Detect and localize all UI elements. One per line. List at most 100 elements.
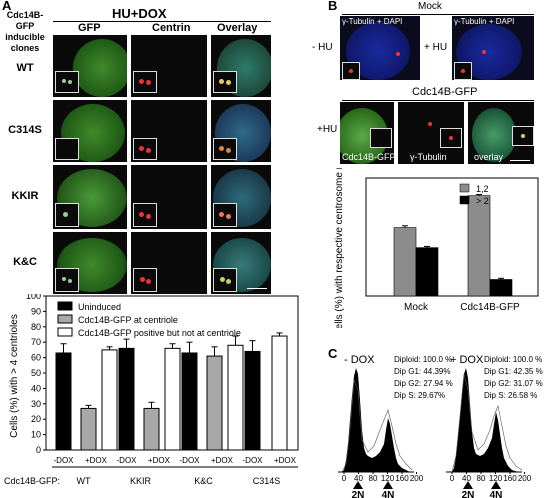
ytick-label: 50 — [31, 368, 41, 378]
bar — [244, 350, 261, 451]
panel-a-label: A — [2, 0, 12, 13]
mark-4n-minus: 4N — [382, 490, 395, 498]
condition-label: +DOX — [211, 456, 234, 465]
bar — [164, 347, 181, 451]
legend-label: Cdc14B-GFP at centriole — [78, 315, 178, 325]
panel-c-label: C — [328, 346, 338, 361]
micrograph-hu-gfp: Cdc14B-GFP — [340, 102, 394, 164]
micrograph-wt-gfp — [53, 35, 127, 97]
bar — [467, 195, 491, 297]
stats-plus: Diploid: 100.0 % Dip G1: 42.35 % Dip G2:… — [484, 354, 543, 402]
row-header: Cdc14B-GFP inducible clones — [5, 10, 45, 53]
bar — [118, 347, 135, 451]
condition-label: -DOX — [117, 456, 138, 465]
bar — [393, 227, 417, 297]
row-label-wt: WT — [16, 62, 34, 74]
minus-dox-label: - DOX — [344, 354, 375, 366]
bar — [143, 407, 160, 451]
centrosome-chart-ylabel: Cells (%) with respective centrosome num… — [334, 168, 345, 328]
caption-overlay: overlay — [474, 152, 504, 162]
micrograph-hu-overlay: overlay — [468, 102, 534, 164]
col-header-overlay: Overlay — [217, 22, 258, 34]
centriole-bar-chart: 0 10 20 30 40 50 60 70 80 90 100 Uninduced Cdc14B-G… — [4, 294, 299, 486]
mock-stain-caption-2: γ-Tubulin + DAPI — [454, 17, 515, 26]
stat-plus-g1: Dip G1: 42.35 % — [484, 367, 543, 376]
condition-label: +DOX — [148, 456, 171, 465]
histogram-tick-label: 40 — [462, 474, 471, 483]
histogram-tick-label: 80 — [477, 474, 486, 483]
legend-swatch — [57, 327, 73, 337]
histogram-tick-label: 200 — [410, 474, 424, 483]
minus-hu-label: - HU — [312, 42, 333, 53]
centriole-chart-ylabel: Cells (%) with > 4 centrioles — [9, 314, 20, 438]
micrograph-c314s-overlay — [211, 100, 271, 162]
stat-minus-diploid: Diploid: 100.0 % — [394, 355, 453, 364]
bar — [181, 352, 198, 451]
ytick-label: 90 — [31, 306, 41, 316]
panel-a-title: HU+DOX — [112, 6, 167, 21]
group-label: K&C — [194, 476, 213, 486]
legend-label: 1,2 — [476, 184, 489, 194]
legend-swatch — [459, 183, 470, 193]
category-label: Mock — [404, 302, 429, 313]
bar — [55, 352, 72, 451]
col-header-gfp: GFP — [78, 22, 101, 34]
ytick-label: 60 — [31, 353, 41, 363]
histogram-tick-label: 200 — [518, 474, 532, 483]
row-label-kkir: KKIR — [11, 190, 39, 202]
histogram-tick-label: 80 — [369, 474, 378, 483]
group-label: C314S — [253, 476, 281, 486]
caption-gamma-tubulin: γ-Tubulin — [410, 152, 447, 162]
histogram-plus-dox: 0 40 80 120 160 200 2N 4N — [446, 368, 532, 498]
histogram-tick-label: 160 — [503, 474, 517, 483]
bar — [206, 355, 223, 451]
micrograph-mock-minus-hu: γ-Tubulin + DAPI — [340, 16, 420, 80]
stat-minus-s: Dip S: 29.67% — [394, 391, 446, 400]
micrograph-kc-overlay — [211, 232, 271, 294]
histogram-tick-label: 40 — [354, 474, 363, 483]
legend-label: Uninduced — [78, 302, 121, 312]
mock-stain-caption-1: γ-Tubulin + DAPI — [342, 17, 403, 26]
stats-minus: Diploid: 100.0 % Dip G1: 44.39% Dip G2: … — [394, 354, 453, 402]
histogram-minus-dox: 0 40 80 120 160 200 2N 4N — [338, 368, 424, 498]
condition-label: -DOX — [243, 456, 264, 465]
bar — [227, 344, 244, 451]
xlabel-prefix: Cdc14B-GFP: — [4, 476, 60, 486]
caption-cdc14b-gfp: Cdc14B-GFP — [342, 152, 394, 162]
plus-hu2-label: +HU — [317, 124, 338, 135]
cdc14b-title: Cdc14B-GFP — [412, 86, 478, 98]
bar — [80, 407, 97, 451]
ytick-label: 80 — [31, 322, 41, 332]
micrograph-kc-gfp — [53, 232, 127, 294]
row-label-kc: K&C — [13, 256, 37, 268]
bar — [271, 335, 288, 451]
micrograph-kkir-gfp — [53, 165, 127, 229]
row-label-c314s: C314S — [8, 124, 42, 136]
legend-label: Cdc14B-GFP positive but not at centriole — [78, 328, 241, 338]
micrograph-kkir-overlay — [211, 165, 271, 229]
micrograph-mock-plus-hu: γ-Tubulin + DAPI — [452, 16, 534, 80]
bar — [489, 279, 513, 297]
ytick-label: 70 — [31, 337, 41, 347]
ytick-label: 30 — [31, 399, 41, 409]
condition-label: +DOX — [274, 456, 297, 465]
ytick-label: 10 — [31, 430, 41, 440]
stat-plus-diploid: Diploid: 100.0 % — [484, 355, 543, 364]
legend-label: > 2 — [476, 196, 489, 206]
histogram-tick-label: 0 — [342, 474, 347, 483]
histogram-tick-label: 120 — [489, 474, 503, 483]
micrograph-wt-overlay — [211, 35, 271, 97]
ytick-label: 100 — [26, 294, 41, 301]
condition-label: -DOX — [54, 456, 75, 465]
histogram-tick-label: 120 — [381, 474, 395, 483]
condition-label: +DOX — [85, 456, 108, 465]
micrograph-wt-centrin — [131, 35, 207, 97]
mock-rule — [342, 14, 534, 15]
panel-a-header-rule — [53, 21, 271, 22]
stat-plus-g2: Dip G2: 31.07 % — [484, 379, 543, 388]
histogram-tick-label: 0 — [450, 474, 455, 483]
stat-plus-s: Dip S: 26.58 % — [484, 391, 538, 400]
stat-minus-g2: Dip G2: 27.94 % — [394, 379, 453, 388]
category-label: Cdc14B-GFP — [460, 302, 520, 313]
ytick-label: 40 — [31, 383, 41, 393]
